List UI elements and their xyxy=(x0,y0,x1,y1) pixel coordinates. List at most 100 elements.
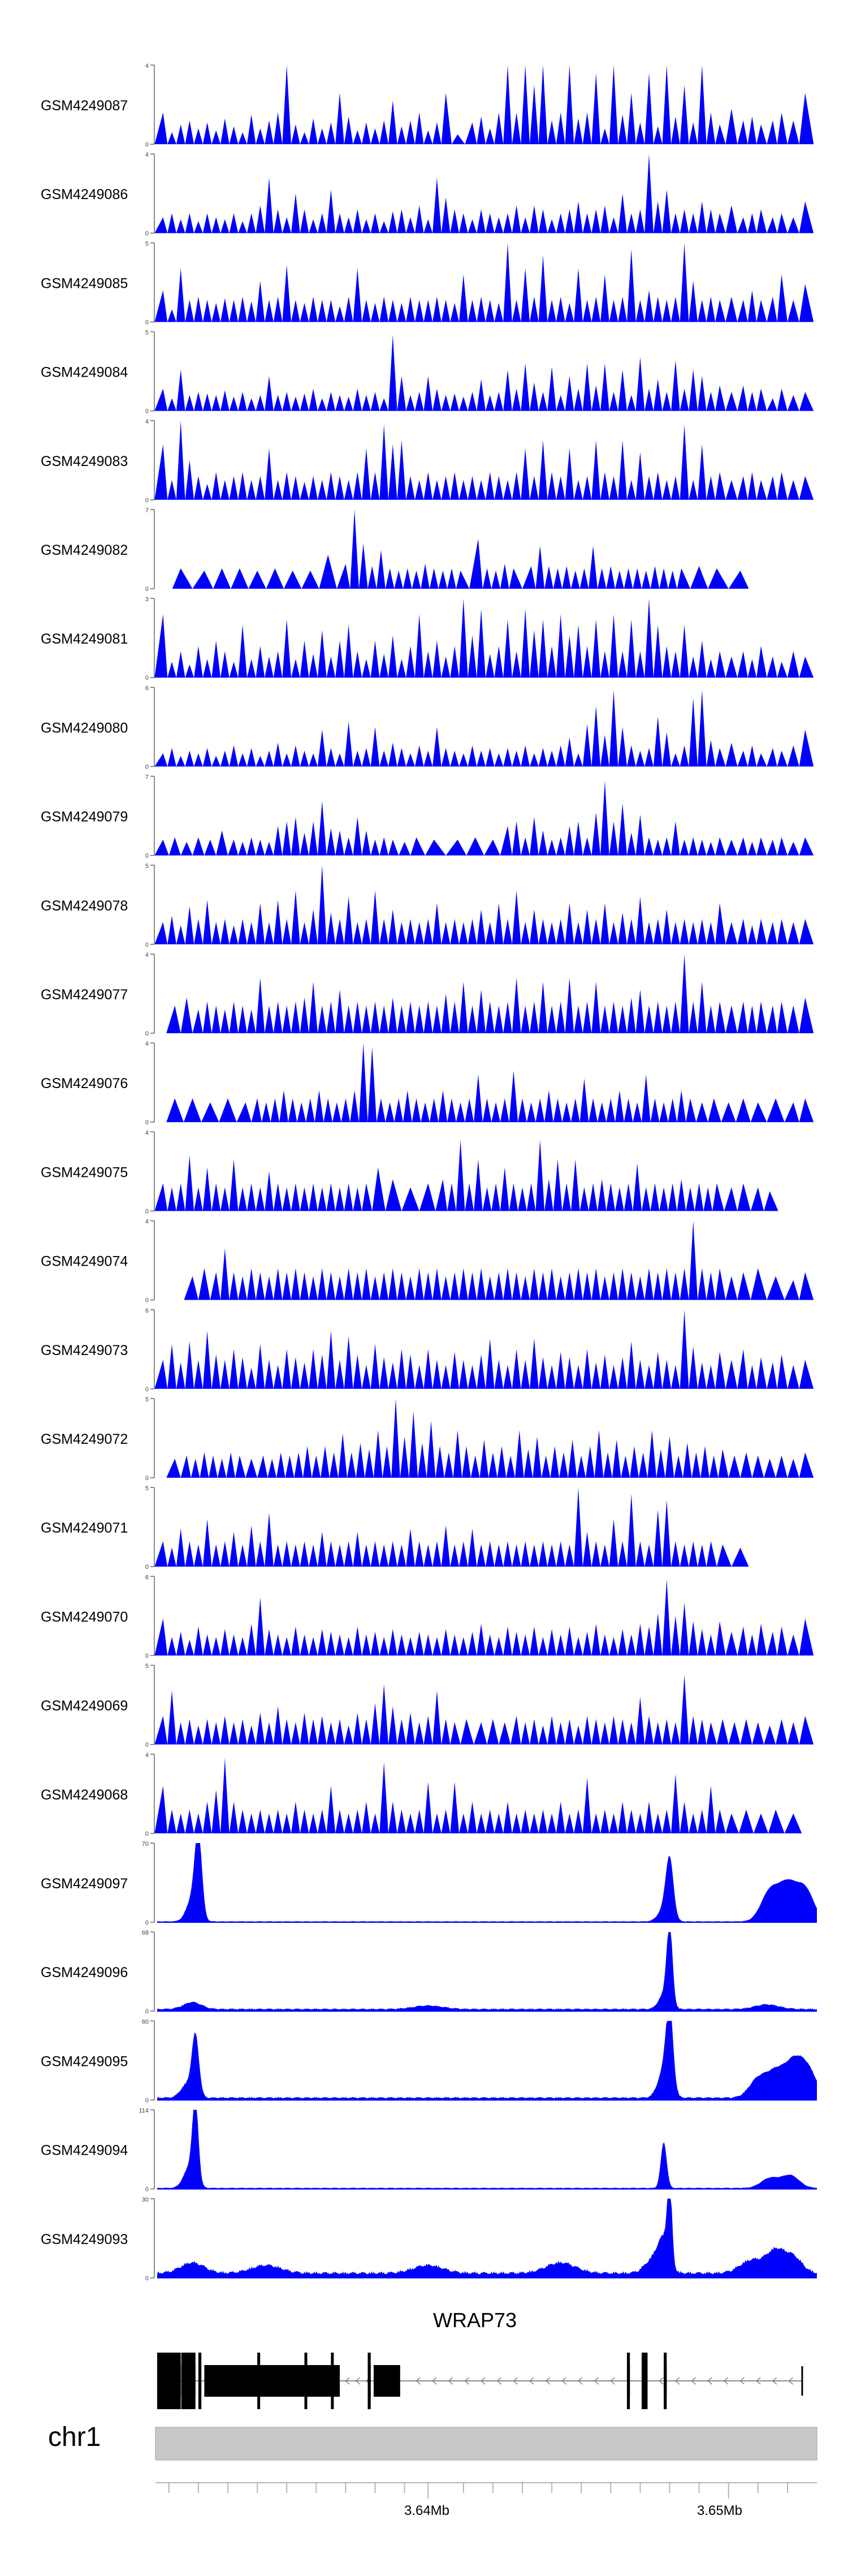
coverage-area xyxy=(154,1758,802,1833)
strand-arrow xyxy=(464,2377,469,2385)
gene-exon xyxy=(373,2365,400,2397)
y-axis-min-label: 0 xyxy=(145,763,149,770)
axis-tick-label-3.64Mb: 3.64Mb xyxy=(404,2503,449,2518)
y-axis-min-label: 0 xyxy=(145,1831,149,1837)
coverage-area xyxy=(154,780,814,856)
track-label: GSM4249097 xyxy=(41,1876,128,1892)
track-label: GSM4249077 xyxy=(41,987,128,1003)
track-GSM4249094: GSM4249094 114 0 xyxy=(41,2108,817,2193)
track-GSM4249082: GSM4249082 7 0 xyxy=(41,507,749,593)
track-label: GSM4249083 xyxy=(41,454,128,469)
track-GSM4249075: GSM4249075 4 0 xyxy=(41,1129,778,1215)
coverage-area xyxy=(154,1675,814,1745)
y-axis-max-label: 6 xyxy=(145,1308,149,1314)
coverage-area xyxy=(154,154,814,234)
coverage-area xyxy=(184,1220,814,1300)
track-label: GSM4249072 xyxy=(41,1431,128,1447)
strand-arrow xyxy=(448,2377,453,2385)
y-axis-max-label: 6 xyxy=(145,685,149,692)
track-label: GSM4249075 xyxy=(41,1164,128,1180)
y-axis-max-label: 5 xyxy=(145,240,149,247)
y-axis-max-label: 30 xyxy=(142,2197,149,2203)
gene-exon-coding xyxy=(157,2353,181,2409)
strand-arrow xyxy=(496,2377,502,2385)
y-axis-min-label: 0 xyxy=(145,1564,149,1570)
y-axis-min-label: 0 xyxy=(145,942,149,948)
track-GSM4249077: GSM4249077 4 0 xyxy=(41,952,814,1037)
coverage-area xyxy=(154,1140,778,1211)
track-label: GSM4249073 xyxy=(41,1343,128,1358)
coverage-area xyxy=(154,1309,814,1389)
y-axis-max-label: 114 xyxy=(139,2108,149,2115)
track-label: GSM4249095 xyxy=(41,2053,128,2069)
strand-arrow xyxy=(707,2377,712,2385)
y-axis-max-label: 7 xyxy=(145,774,149,781)
track-label: GSM4249070 xyxy=(41,1609,128,1625)
coverage-area xyxy=(154,690,814,767)
y-axis-min-label: 0 xyxy=(145,1208,149,1215)
y-axis-min-label: 0 xyxy=(145,497,149,504)
gene-exon-coding xyxy=(367,2353,371,2409)
y-axis-max-label: 5 xyxy=(145,1485,149,1492)
track-GSM4249093: GSM4249093 30 0 xyxy=(41,2197,817,2282)
strand-arrow xyxy=(355,2377,361,2385)
y-axis-min-label: 0 xyxy=(145,1742,149,1749)
track-label: GSM4249071 xyxy=(41,1520,128,1536)
coverage-area xyxy=(157,1843,817,1922)
track-label: GSM4249081 xyxy=(41,631,128,647)
coverage-area xyxy=(157,1932,817,2012)
track-GSM4249071: GSM4249071 5 0 xyxy=(41,1485,749,1570)
gene-track: WRAP73 xyxy=(157,2309,803,2409)
y-axis-min-label: 0 xyxy=(145,2275,149,2282)
y-axis-min-label: 0 xyxy=(145,2097,149,2104)
strand-arrow xyxy=(723,2377,729,2385)
y-axis-max-label: 60 xyxy=(142,2018,149,2025)
y-axis-min-label: 0 xyxy=(145,1475,149,1482)
y-axis-max-label: 5 xyxy=(145,330,149,336)
y-axis-max-label: 5 xyxy=(145,1396,149,1403)
track-GSM4249095: GSM4249095 60 0 xyxy=(41,2018,817,2104)
strand-arrow xyxy=(578,2377,583,2385)
coverage-area xyxy=(172,510,749,589)
y-axis-min-label: 0 xyxy=(145,2186,149,2193)
track-GSM4249074: GSM4249074 4 0 xyxy=(41,1219,814,1304)
coverage-area xyxy=(157,2021,817,2100)
track-label: GSM4249086 xyxy=(41,187,128,202)
gene-exon-coding xyxy=(198,2353,202,2409)
y-axis-max-label: 3 xyxy=(145,596,149,603)
track-label: GSM4249096 xyxy=(41,1965,128,1980)
track-label: GSM4249094 xyxy=(41,2143,128,2159)
track-label: GSM4249080 xyxy=(41,720,128,736)
y-axis-max-label: 4 xyxy=(145,63,149,70)
coverage-area xyxy=(154,335,814,411)
track-label: GSM4249079 xyxy=(41,809,128,825)
coverage-area xyxy=(154,598,814,678)
y-axis-min-label: 0 xyxy=(145,408,149,415)
y-axis-min-label: 0 xyxy=(145,586,149,593)
y-axis-min-label: 0 xyxy=(145,1119,149,1126)
strand-arrow xyxy=(345,2377,350,2385)
y-axis-max-label: 4 xyxy=(145,152,149,158)
track-GSM4249070: GSM4249070 6 0 xyxy=(41,1574,814,1659)
track-GSM4249073: GSM4249073 6 0 xyxy=(41,1308,814,1393)
y-axis-min-label: 0 xyxy=(145,1297,149,1304)
y-axis-min-label: 0 xyxy=(145,2008,149,2015)
track-GSM4249080: GSM4249080 6 0 xyxy=(41,685,814,770)
y-axis-min-label: 0 xyxy=(145,230,149,237)
track-GSM4249097: GSM4249097 70 0 xyxy=(41,1841,817,1926)
strand-arrow xyxy=(529,2377,534,2385)
y-axis-min-label: 0 xyxy=(145,1386,149,1393)
strand-arrow xyxy=(561,2377,566,2385)
track-GSM4249096: GSM4249096 68 0 xyxy=(41,1930,817,2015)
track-label: GSM4249084 xyxy=(41,365,128,381)
track-label: GSM4249082 xyxy=(41,542,128,558)
strand-arrow xyxy=(545,2377,551,2385)
strand-arrow xyxy=(772,2377,777,2385)
gene-exon xyxy=(204,2365,340,2397)
gene-exon-coding xyxy=(626,2353,630,2409)
strand-arrow xyxy=(432,2377,437,2385)
coverage-area xyxy=(154,865,814,944)
gene-exon-coding xyxy=(181,2353,196,2409)
